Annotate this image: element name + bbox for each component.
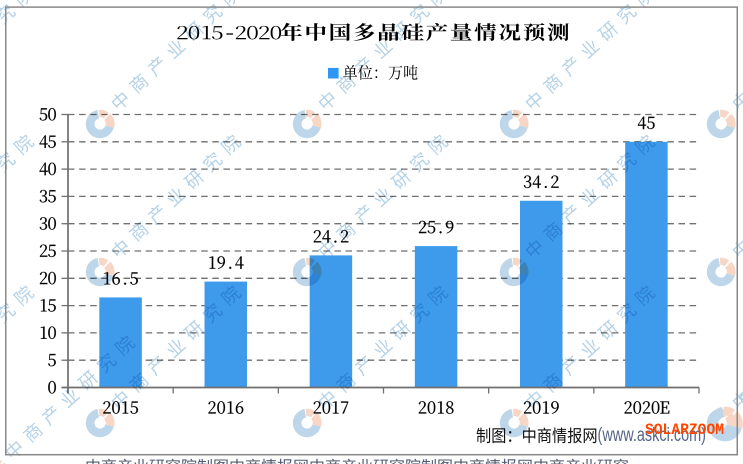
svg-text:SOLARZOOM: SOLARZOOM [645,421,724,439]
svg-text:(www.askci.com): (www.askci.com) [598,425,707,446]
